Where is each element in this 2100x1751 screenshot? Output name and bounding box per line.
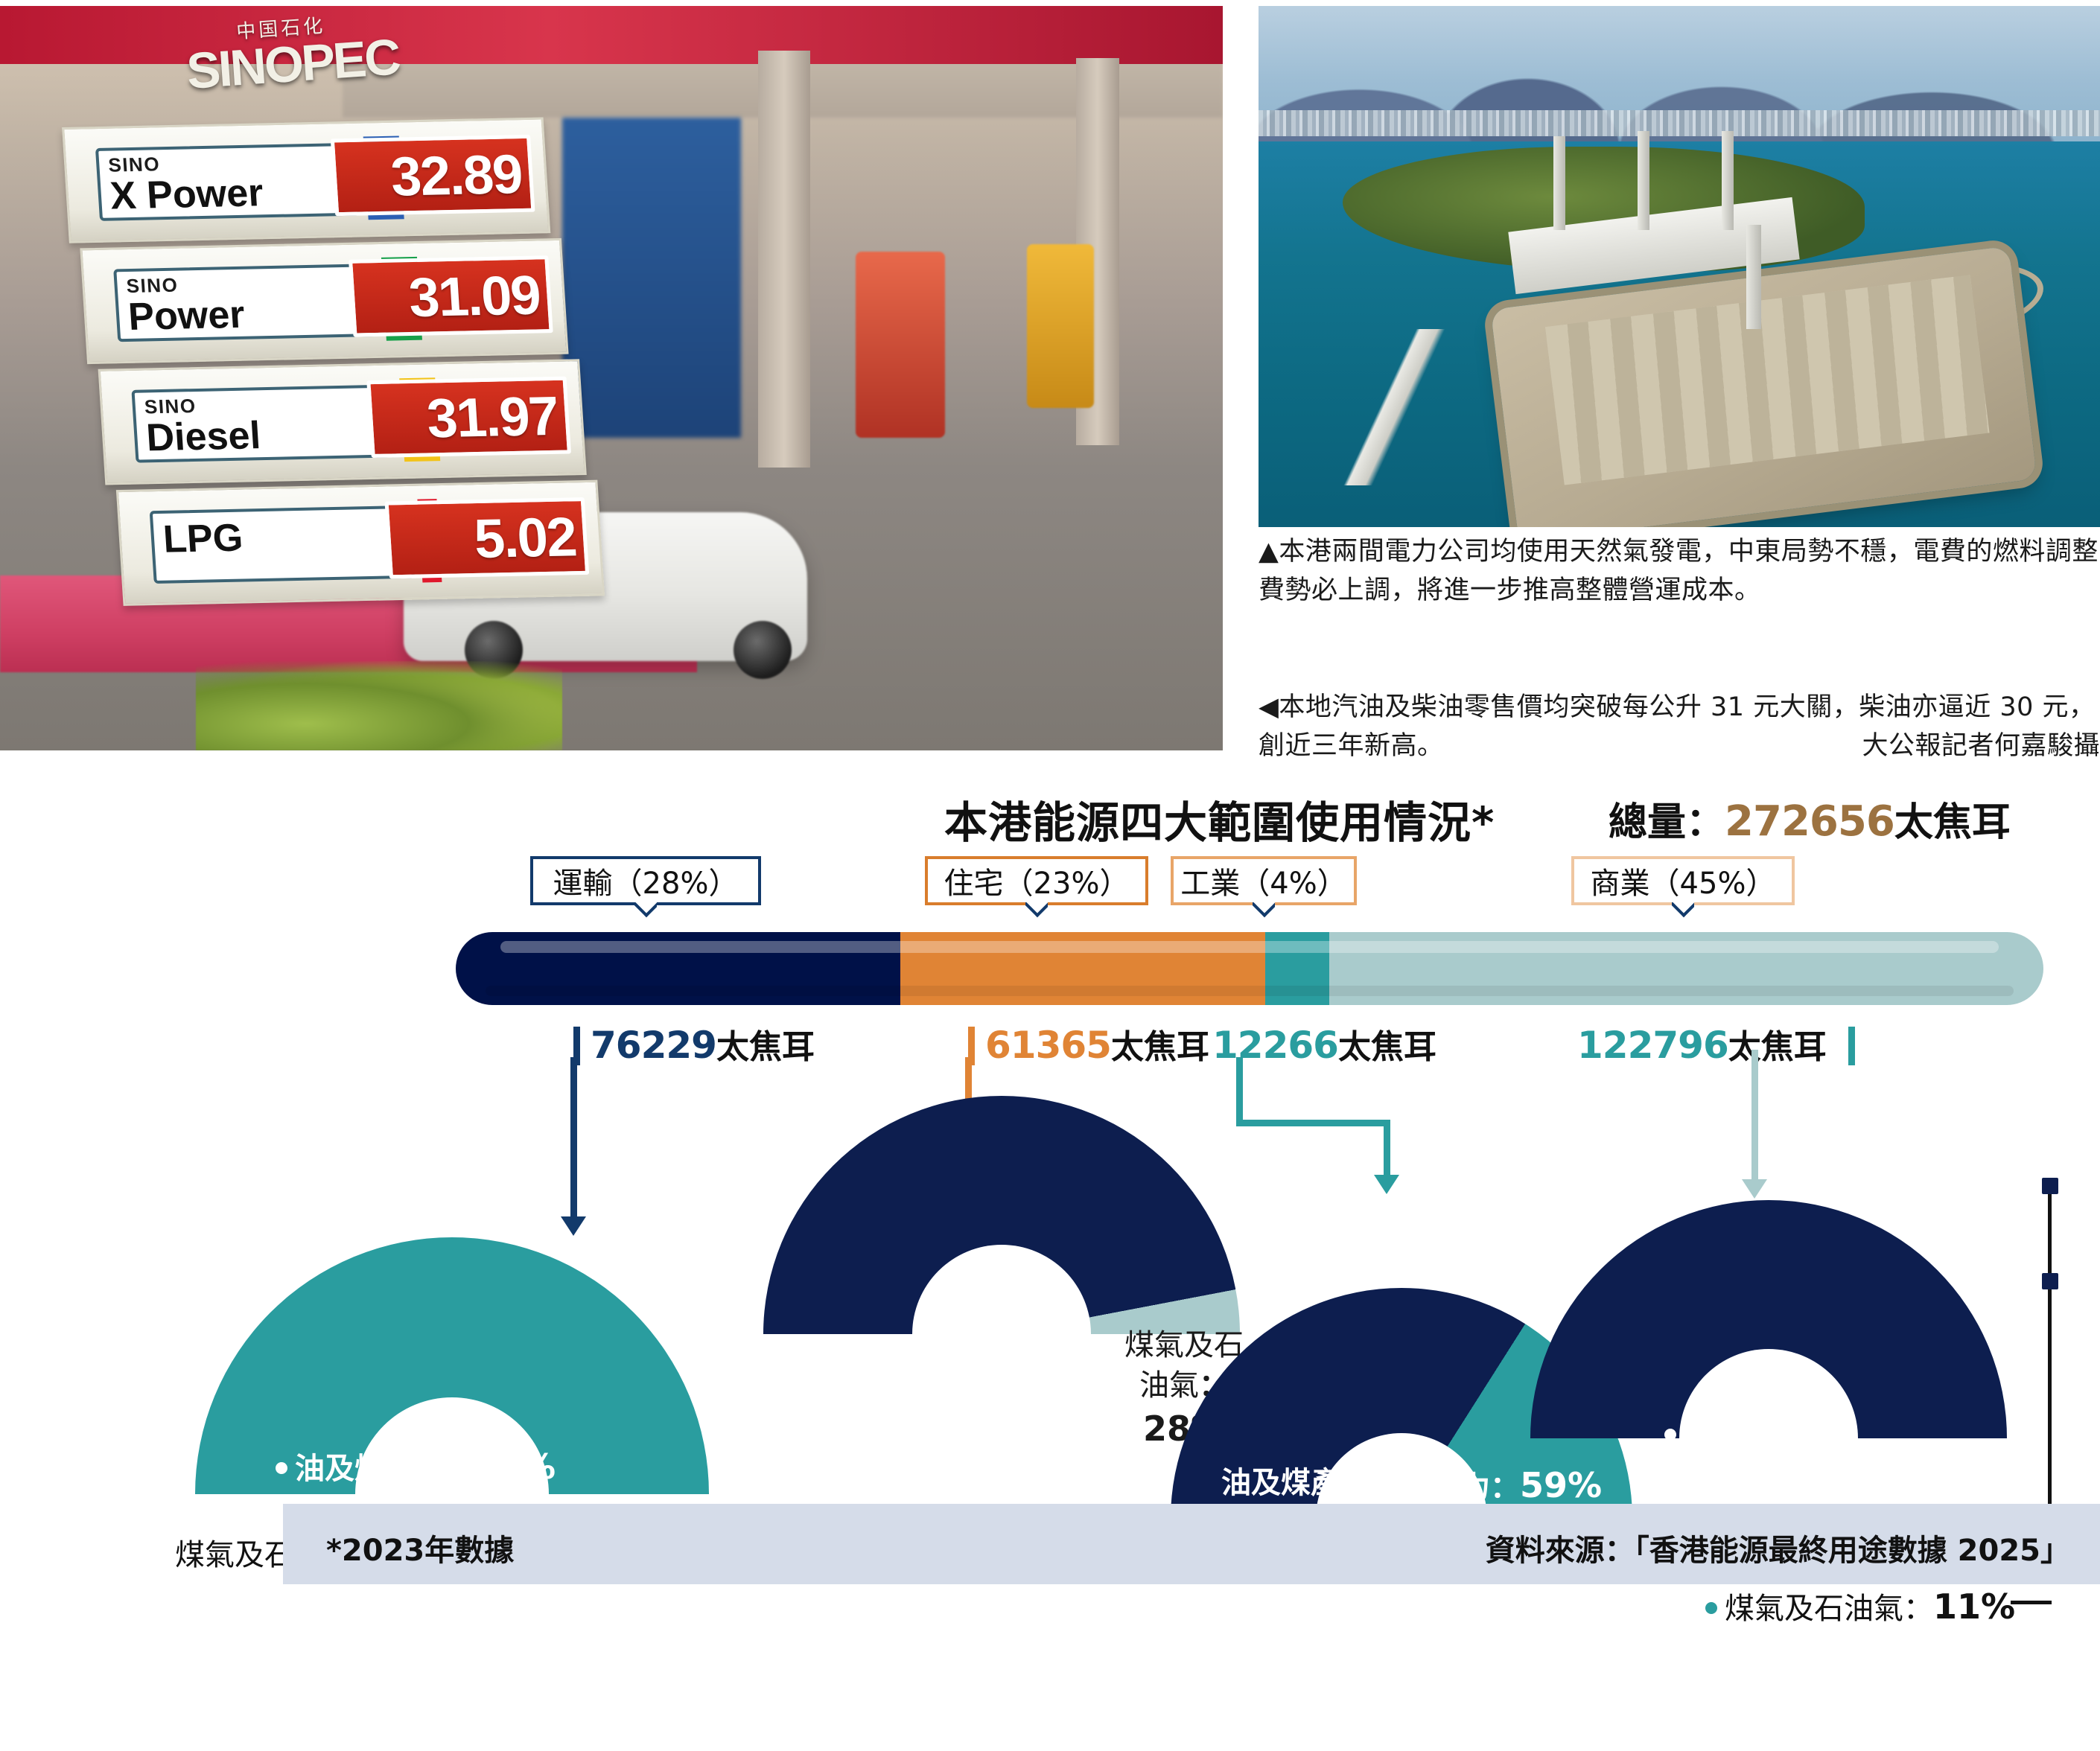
station-red-band bbox=[0, 6, 1223, 64]
leader-line-vertical bbox=[2048, 1178, 2052, 1550]
value-number: 61365 bbox=[985, 1024, 1112, 1067]
grade-price: 31.97 bbox=[366, 376, 571, 459]
bar-highlight bbox=[500, 941, 1999, 953]
legend-commercial-gas: 煤氣及石油氣：11% bbox=[1705, 1584, 2015, 1627]
value-label-commercial: 122796太焦耳 bbox=[1577, 1020, 1856, 1068]
chart-title: 本港能源四大範圍使用情況* bbox=[944, 797, 1495, 848]
chart-footer: *2023年數據 資料來源：「香港能源最終用途數據 2025」 bbox=[283, 1504, 2100, 1584]
value-label-industry: 12266太焦耳 bbox=[1212, 1020, 1436, 1068]
chimney bbox=[1553, 136, 1565, 230]
grade-sub: SINO bbox=[107, 153, 161, 176]
segment-box-label: 住宅（23%） bbox=[944, 867, 1130, 901]
grade-name: Power bbox=[127, 293, 246, 339]
footnote: *2023年數據 bbox=[326, 1534, 515, 1568]
grade-label: SINO X Power bbox=[95, 142, 361, 221]
leader-line-gas bbox=[2011, 1601, 2052, 1604]
energy-share-bar bbox=[456, 932, 2043, 1005]
callout-tip bbox=[1253, 902, 1275, 919]
price-row: SINO Diesel 31.97 bbox=[98, 359, 587, 485]
segment-box-transport[interactable]: 運輸（28%） bbox=[530, 856, 761, 905]
segment-box-industry[interactable]: 工業（4%） bbox=[1171, 856, 1357, 905]
petrol-station-photo: 中国石化 SINOPEC SINO X Power 32.89 SINO Pow… bbox=[0, 6, 1223, 750]
grade-name: LPG bbox=[162, 516, 244, 561]
bar-segment-residential[interactable] bbox=[900, 932, 1266, 1005]
car-wheel bbox=[734, 621, 792, 679]
slice-label-industry-elec: 電力：59% bbox=[1411, 1463, 1602, 1506]
value-unit: 太焦耳 bbox=[1337, 1028, 1436, 1066]
grade-price: 5.02 bbox=[384, 497, 590, 579]
price-row: SINO Power 31.09 bbox=[80, 237, 569, 365]
slice-label-residential-elec: 電力：72% bbox=[868, 1407, 1058, 1450]
chimney bbox=[1637, 131, 1649, 230]
value-number: 76229 bbox=[591, 1024, 717, 1067]
grade-price: 32.89 bbox=[330, 134, 535, 217]
callout-tip bbox=[634, 902, 657, 919]
value-number: 12266 bbox=[1212, 1024, 1339, 1067]
chimney bbox=[1746, 225, 1762, 329]
value-unit: 太焦耳 bbox=[1110, 1028, 1209, 1066]
grade-label: LPG bbox=[149, 505, 416, 584]
segment-box-commercial[interactable]: 商業（45%） bbox=[1571, 856, 1795, 905]
grade-label: SINO Power bbox=[113, 264, 379, 342]
leader-cap-mid bbox=[2042, 1273, 2058, 1289]
bar-shadow bbox=[486, 986, 2014, 996]
segment-box-residential[interactable]: 住宅（23%） bbox=[925, 856, 1148, 905]
value-unit: 太焦耳 bbox=[1728, 1028, 1827, 1066]
grade-price: 31.09 bbox=[349, 255, 553, 337]
fuel-pump bbox=[856, 252, 946, 438]
total-energy: 總量：272656太焦耳 bbox=[1609, 791, 2011, 846]
callout-tip bbox=[1672, 902, 1694, 919]
segment-box-label: 工業（4%） bbox=[1180, 867, 1347, 901]
callout-tip bbox=[1025, 902, 1048, 919]
caption-power-plant: ▲本港兩間電力公司均使用天然氣發電，中東局勢不穩，電費的燃料調整費勢必上調，將進… bbox=[1259, 537, 2099, 605]
price-row: LPG 5.02 bbox=[115, 479, 605, 606]
station-pillar bbox=[758, 51, 811, 468]
leader-cap-top bbox=[2042, 1178, 2058, 1194]
grade-name: X Power bbox=[109, 171, 265, 218]
photo-credit: 大公報記者何嘉駿攝 bbox=[1862, 730, 2100, 761]
grade-sub: SINO bbox=[125, 273, 179, 298]
bar-segment-commercial[interactable] bbox=[1329, 932, 2043, 1005]
energy-infographic: 本港能源四大範圍使用情況* 總量：272656太焦耳 運輸（28%） 住宅（23… bbox=[0, 752, 2100, 1627]
plant-skyline bbox=[1259, 110, 2100, 136]
plant-hills bbox=[1259, 63, 2100, 152]
segment-box-label: 運輸（28%） bbox=[553, 867, 739, 901]
fuel-pump bbox=[1027, 244, 1095, 408]
sinopec-logo-en: SINOPEC bbox=[185, 28, 401, 100]
caption-station-text: ◀本地汽油及柴油零售價均突破每公升 31 元大關，柴油亦逼近 30 元，創近三年… bbox=[1259, 692, 2096, 761]
connector-industry bbox=[1236, 1057, 1415, 1199]
chimney bbox=[1721, 131, 1734, 230]
caption-petrol-station: ◀本地汽油及柴油零售價均突破每公升 31 元大關，柴油亦逼近 30 元，創近三年… bbox=[1259, 689, 2100, 766]
plant-jetty bbox=[1259, 329, 1545, 485]
source-note: 資料來源：「香港能源最終用途數據 2025」 bbox=[1485, 1534, 2070, 1568]
value-number: 122796 bbox=[1577, 1024, 1729, 1067]
value-unit: 太焦耳 bbox=[716, 1028, 815, 1066]
foreground-plant bbox=[195, 661, 563, 750]
price-row: SINO X Power 32.89 bbox=[62, 117, 551, 243]
fuel-price-board: SINO X Power 32.89 SINO Power 31.09 SINO… bbox=[62, 116, 616, 640]
slice-label-transport-oil: 油及煤產品：86% bbox=[276, 1444, 556, 1487]
grade-sub: SINO bbox=[143, 395, 197, 418]
bar-segment-industry[interactable] bbox=[1265, 932, 1329, 1005]
total-value: 272656 bbox=[1725, 797, 1895, 846]
grade-name: Diesel bbox=[144, 414, 262, 460]
slice-label-commercial-elec: 電力：88% bbox=[1664, 1411, 1855, 1454]
donut-chart-transport bbox=[195, 1237, 709, 1494]
segment-box-label: 商業（45%） bbox=[1590, 867, 1776, 901]
bar-segment-transport[interactable] bbox=[456, 932, 900, 1005]
grade-label: SINO Diesel bbox=[131, 384, 397, 463]
total-unit: 太焦耳 bbox=[1894, 800, 2011, 845]
station-blue-panel bbox=[562, 118, 742, 438]
photo-row: 中国石化 SINOPEC SINO X Power 32.89 SINO Pow… bbox=[0, 0, 2100, 761]
sinopec-logo: 中国石化 SINOPEC bbox=[183, 7, 401, 109]
value-label-residential: 61365太焦耳 bbox=[968, 1020, 1209, 1068]
power-plant-photo bbox=[1259, 6, 2100, 527]
total-label: 總量： bbox=[1609, 800, 1725, 845]
value-label-transport: 76229太焦耳 bbox=[573, 1020, 815, 1068]
